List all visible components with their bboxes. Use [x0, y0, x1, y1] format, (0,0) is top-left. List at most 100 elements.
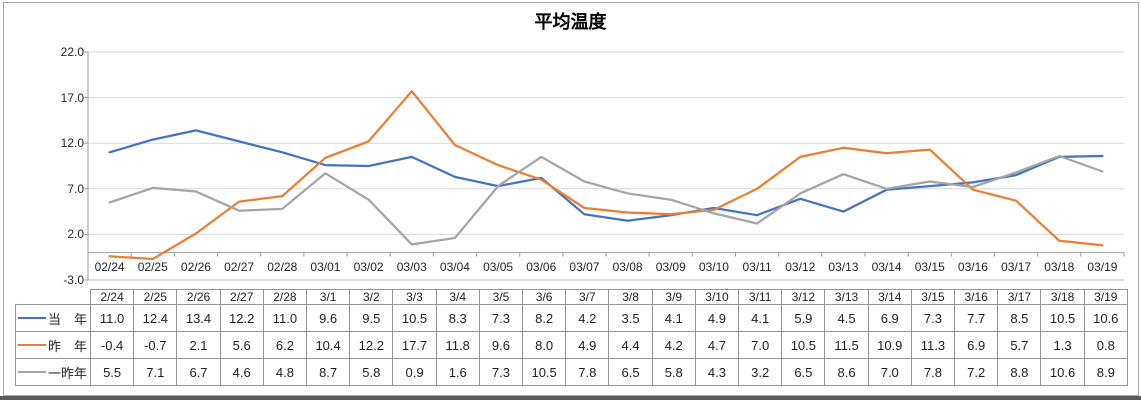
legend-cell: 当 年 — [15, 304, 91, 332]
table-header-cell: 2/28 — [262, 289, 308, 305]
x-axis-category-label: 03/08 — [612, 260, 643, 274]
data-table: 2/24 2/25 2/26 2/27 2/28 3/1 3/2 3/3 3/4 3/5 3/6 3/… — [15, 289, 1128, 386]
table-value-cell: 6.9 — [954, 331, 999, 359]
table-value-cell: 0.8 — [1083, 331, 1128, 359]
table-value-cell: 0.9 — [392, 358, 437, 386]
table-value-cell: 4.4 — [608, 331, 653, 359]
legend-series-label: 当 年 — [48, 311, 88, 327]
table-value-cell: 10.6 — [1040, 358, 1085, 386]
table-header-cell: 3/17 — [997, 289, 1042, 305]
table-value-cell: 7.1 — [133, 358, 178, 386]
table-value-cell: 3.5 — [608, 304, 653, 332]
table-value-cell: 4.2 — [565, 304, 610, 332]
table-header-cell: 2/26 — [176, 289, 221, 305]
table-header-cell: 3/8 — [608, 289, 653, 305]
table-value-cell: 11.8 — [435, 331, 480, 359]
y-axis-tick-label: 7.0 — [67, 181, 84, 196]
table-value-cell: 3.2 — [738, 358, 783, 386]
table-value-cell: -0.4 — [89, 331, 135, 359]
table-header-cell: 2/27 — [219, 289, 264, 305]
table-value-cell: 11.5 — [824, 331, 869, 359]
table-value-cell: 17.7 — [392, 331, 437, 359]
table-value-cell: 11.3 — [910, 331, 956, 359]
y-axis-tick-label: -3.0 — [63, 273, 84, 287]
table-value-cell: 6.5 — [781, 358, 826, 386]
table-value-cell: 7.7 — [954, 304, 999, 332]
table-value-cell: 8.7 — [306, 358, 351, 386]
table-header-cell: 3/3 — [392, 289, 437, 305]
x-axis-category-label: 02/28 — [267, 260, 298, 274]
table-value-cell: 1.6 — [435, 358, 480, 386]
table-value-cell: 6.7 — [176, 358, 221, 386]
table-value-cell: 10.9 — [867, 331, 912, 359]
table-header-cell: 2/24 — [89, 289, 135, 305]
legend-series-label: 昨 年 — [48, 338, 88, 354]
table-header-cell: 2/25 — [133, 289, 178, 305]
table-value-cell: 8.8 — [997, 358, 1042, 386]
table-header-row: 2/24 2/25 2/26 2/27 2/28 3/1 3/2 3/3 3/4 3/5 3/6 3/… — [16, 289, 1128, 305]
table-value-cell: 9.6 — [306, 304, 351, 332]
table-value-cell: 8.2 — [522, 304, 567, 332]
legend-series-label: 一昨年 — [48, 365, 88, 381]
table-header-cell: 3/7 — [565, 289, 610, 305]
x-axis-category-label: 03/14 — [871, 260, 902, 274]
table-value-cell: -0.7 — [133, 331, 178, 359]
table-value-cell: 7.8 — [910, 358, 956, 386]
table-value-cell: 4.9 — [694, 304, 740, 332]
table-value-cell: 5.8 — [651, 358, 696, 386]
table-value-cell: 7.0 — [738, 331, 783, 359]
chart-title: 平均温度 — [534, 12, 607, 32]
table-value-cell: 13.4 — [176, 304, 221, 332]
table-header-cell: 3/1 — [306, 289, 351, 305]
table-header-cell: 3/14 — [867, 289, 912, 305]
y-axis-tick-label: 22.0 — [60, 45, 84, 59]
series-line — [108, 154, 1104, 246]
x-axis-category-label: 03/19 — [1087, 260, 1118, 274]
table-row: 一昨年 5.5 7.1 6.7 4.6 4.8 8.7 5.8 0.9 1.6 7.3 10.5 7.8… — [15, 358, 1128, 386]
table-value-cell: 4.7 — [694, 331, 740, 359]
legend-key-line — [18, 344, 46, 346]
table-value-cell: 9.5 — [349, 304, 394, 332]
table-value-cell: 8.3 — [435, 304, 480, 332]
table-header-cell: 3/18 — [1040, 289, 1085, 305]
series-line — [108, 129, 1104, 222]
y-axis-tick-label: 12.0 — [60, 136, 84, 151]
table-value-cell: 7.3 — [478, 304, 524, 332]
x-axis-category-label: 02/27 — [224, 260, 255, 274]
x-axis-category-label: 03/03 — [396, 260, 427, 274]
table-header-cell: 3/12 — [781, 289, 826, 305]
table-row: 当 年 11.0 12.4 13.4 12.2 11.0 9.6 9.5 10.5 8.3 7.3 8… — [15, 304, 1128, 332]
bottom-edge-bar — [0, 396, 1141, 400]
table-header-cell: 3/2 — [349, 289, 394, 305]
table-header-cell: 3/10 — [694, 289, 740, 305]
table-value-cell: 10.5 — [392, 304, 437, 332]
legend-cell: 一昨年 — [15, 358, 91, 386]
y-axis-tick-label: 2.0 — [67, 227, 84, 242]
x-axis-category-label: 03/17 — [1001, 260, 1032, 274]
table-header-cell: 3/11 — [738, 289, 783, 305]
table-value-cell: 7.8 — [565, 358, 610, 386]
legend-key-line — [18, 371, 46, 373]
table-value-cell: 2.1 — [176, 331, 221, 359]
table-value-cell: 4.8 — [262, 358, 308, 386]
x-axis-category-label: 03/02 — [353, 260, 384, 274]
table-value-cell: 7.0 — [867, 358, 912, 386]
table-value-cell: 9.6 — [478, 331, 524, 359]
table-value-cell: 8.6 — [824, 358, 869, 386]
table-header-cell: 3/15 — [910, 289, 956, 305]
table-value-cell: 7.2 — [954, 358, 999, 386]
table-value-cell: 5.7 — [997, 331, 1042, 359]
x-axis-category-label: 03/04 — [439, 260, 470, 274]
table-header-cell: 3/19 — [1083, 289, 1128, 305]
table-value-cell: 10.5 — [1040, 304, 1085, 332]
table-value-cell: 12.2 — [349, 331, 394, 359]
table-value-cell: 5.5 — [89, 358, 135, 386]
table-header-cell: 3/6 — [522, 289, 567, 305]
table-corner-cell — [16, 290, 91, 305]
table-value-cell: 5.9 — [781, 304, 826, 332]
table-value-cell: 4.1 — [738, 304, 783, 332]
x-axis-category-label: 03/01 — [310, 260, 341, 274]
table-value-cell: 11.0 — [262, 304, 308, 332]
x-axis-category-label: 03/12 — [785, 260, 816, 274]
